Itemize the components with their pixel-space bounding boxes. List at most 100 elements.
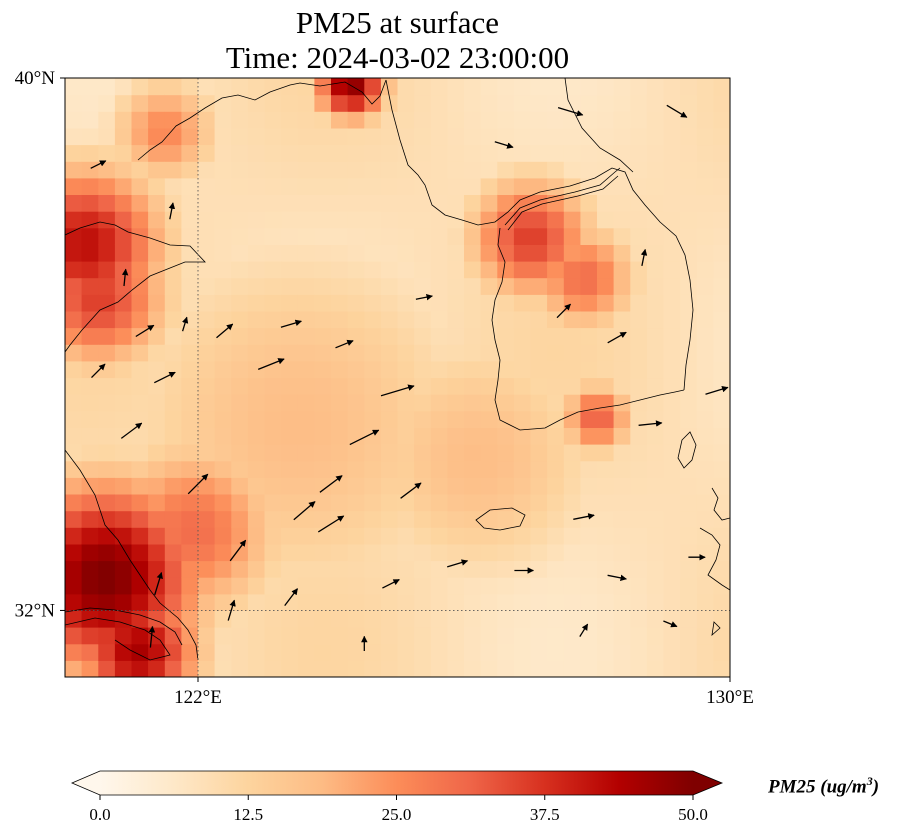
pm25-cell — [281, 177, 299, 195]
pm25-cell — [281, 78, 299, 96]
pm25-cell — [331, 244, 349, 262]
pm25-cell — [347, 227, 365, 245]
pm25-cell — [364, 111, 382, 129]
pm25-cell — [480, 377, 498, 395]
pm25-cell — [513, 593, 532, 611]
pm25-cell — [264, 527, 282, 545]
pm25-cell — [630, 377, 648, 395]
pm25-cell — [364, 660, 382, 677]
pm25-cell — [98, 494, 116, 512]
pm25-cell — [530, 660, 548, 677]
pm25-cell — [530, 227, 548, 245]
pm25-cell — [713, 444, 730, 462]
pm25-cell — [530, 310, 548, 329]
pm25-cell — [181, 78, 199, 96]
pm25-cell — [81, 427, 99, 445]
pm25-cell — [81, 194, 99, 212]
pm25-cell — [580, 477, 598, 495]
pm25-cell — [164, 593, 182, 611]
pm25-cell — [530, 543, 548, 562]
pm25-cell — [65, 494, 83, 512]
pm25-cell — [164, 494, 182, 512]
pm25-cell — [131, 410, 149, 428]
pm25-cell — [430, 660, 448, 677]
wind-arrow — [557, 106, 584, 117]
pm25-cell — [231, 510, 249, 528]
pm25-cell — [98, 660, 116, 677]
pm25-cell — [547, 577, 565, 595]
pm25-cell — [181, 560, 199, 578]
pm25-cell — [513, 161, 532, 179]
map-time: Time: 2024-03-02 23:00:00 — [225, 40, 570, 75]
pm25-cell — [497, 294, 515, 312]
pm25-cell — [264, 127, 282, 146]
pm25-cell — [314, 477, 332, 495]
colorbar-title: PM25 (ug/m3) — [768, 774, 880, 798]
pm25-cell — [214, 593, 232, 611]
pm25-cell — [264, 410, 282, 428]
pm25-cell — [663, 127, 681, 146]
pm25-cell — [148, 94, 166, 112]
pm25-cell — [480, 477, 498, 495]
pm25-cell — [198, 560, 216, 578]
pm25-cell — [696, 444, 714, 462]
pm25-cell — [580, 427, 598, 445]
pm25-cell — [314, 294, 332, 312]
pm25-cell — [198, 94, 216, 112]
pm25-cell — [680, 577, 698, 595]
pm25-cell — [380, 211, 399, 229]
pm25-cell — [347, 510, 365, 528]
pm25-cell — [364, 444, 382, 462]
pm25-cell — [214, 244, 232, 262]
pm25-cell — [65, 360, 83, 379]
wind-arrow — [556, 303, 571, 319]
pm25-cell — [264, 593, 282, 611]
pm25-cell — [696, 593, 714, 611]
pm25-cell — [214, 144, 232, 162]
pm25-cell — [247, 593, 266, 611]
pm25-cell — [380, 560, 399, 578]
pm25-cell — [331, 627, 349, 645]
pm25-cell — [198, 327, 216, 345]
pm25-cell — [347, 111, 365, 129]
pm25-cell — [464, 444, 482, 462]
pm25-cell — [114, 194, 133, 212]
pm25-cell — [646, 643, 665, 661]
pm25-cell — [231, 261, 249, 279]
wind-arrow — [607, 574, 627, 582]
wind-arrow — [317, 515, 345, 533]
pm25-cell — [264, 211, 282, 229]
pm25-cell — [663, 78, 681, 96]
pm25-cell — [497, 194, 515, 212]
pm25-cell — [297, 294, 315, 312]
pm25-cell — [181, 627, 199, 645]
pm25-cell — [513, 310, 532, 329]
pm25-cell — [264, 327, 282, 345]
pm25-cell — [397, 344, 415, 362]
pm25-cell — [680, 161, 698, 179]
pm25-cell — [214, 344, 232, 362]
pm25-cell — [646, 543, 665, 562]
pm25-cell — [430, 377, 448, 395]
pm25-cell — [646, 310, 665, 329]
pm25-cell — [547, 560, 565, 578]
pm25-cell — [597, 610, 615, 628]
pm25-cell — [164, 277, 182, 295]
pm25-cell — [663, 177, 681, 195]
pm25-cell — [680, 127, 698, 146]
pm25-cell — [597, 261, 615, 279]
pm25-cell — [181, 577, 199, 595]
pm25-cell — [414, 211, 432, 229]
pm25-cell — [563, 494, 581, 512]
pm25-cell — [464, 510, 482, 528]
pm25-cell — [364, 144, 382, 162]
pm25-cell — [148, 261, 166, 279]
pm25-cell — [131, 510, 149, 528]
pm25-cell — [297, 577, 315, 595]
pm25-cell — [148, 211, 166, 229]
pm25-cell — [447, 394, 465, 412]
pm25-cell — [464, 244, 482, 262]
pm25-cell — [214, 494, 232, 512]
pm25-cell — [464, 660, 482, 677]
pm25-cell — [198, 377, 216, 395]
